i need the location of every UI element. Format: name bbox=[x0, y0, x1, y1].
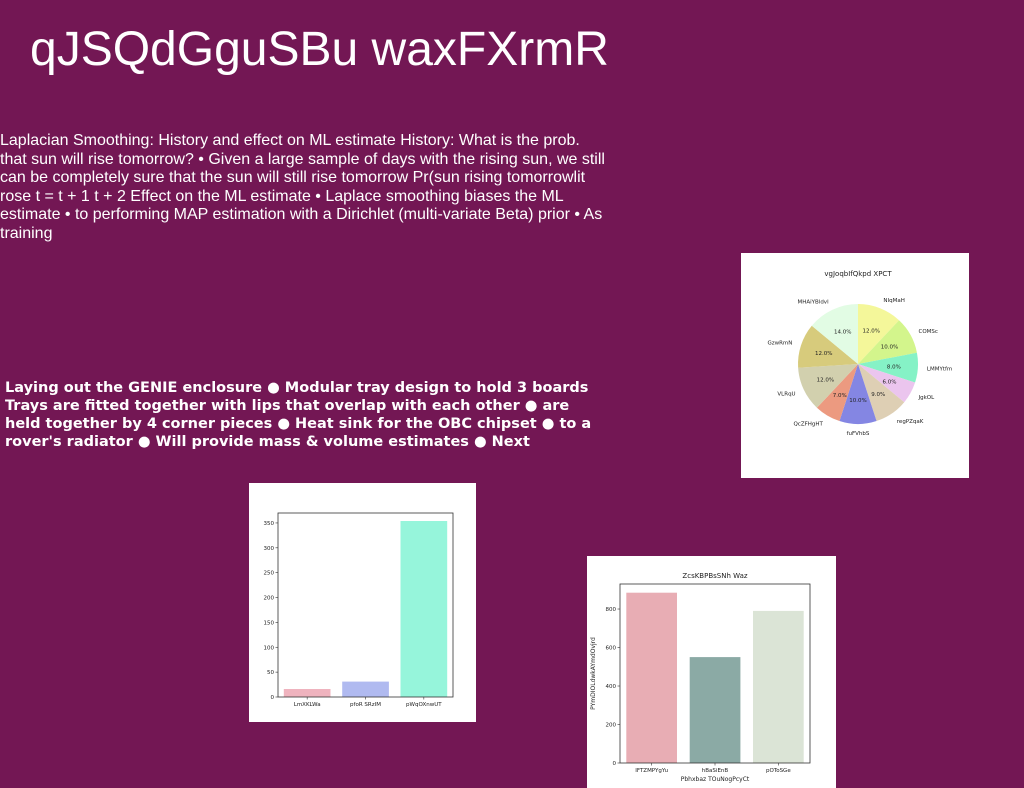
pie-slice-jgkol bbox=[858, 364, 916, 403]
bar-chart-1-y-tick-label: 100 bbox=[264, 645, 275, 651]
bar-chart-1-x-tick-label: pfoR SRzIM bbox=[350, 702, 381, 708]
pie-slice-mhaiybldvl bbox=[811, 304, 858, 364]
pie-slice-gzwrmn bbox=[798, 325, 858, 368]
pie-category-label: regPZqaK bbox=[897, 419, 924, 425]
bar-chart-panel-1: LmXKLWa pfoR SRzIM pWqOXnwUT 0 50 100 150 200 25… bbox=[249, 483, 476, 722]
pie-pct-label: 6.0% bbox=[883, 379, 897, 385]
pie-pct-label: 10.0% bbox=[881, 345, 898, 351]
bar-chart-2-axes-frame bbox=[619, 583, 811, 764]
bar-chart-1-bar-pwqoxnwut bbox=[400, 521, 448, 697]
bar-chart-1-y-tick-label: 300 bbox=[264, 546, 275, 552]
pie-pct-label: 8.0% bbox=[887, 364, 901, 370]
pie-pct-label: 12.0% bbox=[815, 351, 832, 357]
bar-chart-1-y-tick-label: 50 bbox=[267, 670, 274, 676]
bar-chart-2-y-tick-label: 0 bbox=[613, 761, 617, 767]
pie-chart: vgJoqbIfQkpd XPCT 12.0% NIqMaH 10.0% COMSc 8.… bbox=[767, 270, 952, 437]
pie-category-label: fuFVhbS bbox=[847, 431, 870, 437]
bar-chart-2-y-axis-label: PYmDIOLdwkAYmdOvjrd bbox=[590, 637, 597, 710]
pie-category-label: COMSc bbox=[919, 329, 938, 335]
bar-chart-2-y-tick-label: 600 bbox=[606, 646, 617, 652]
pie-pct-label: 10.0% bbox=[849, 398, 866, 404]
pie-title: vgJoqbIfQkpd XPCT bbox=[824, 270, 892, 278]
pie-chart-panel: vgJoqbIfQkpd XPCT 12.0% NIqMaH 10.0% COMSc 8.… bbox=[741, 253, 969, 478]
body-paragraph: Laplacian Smoothing: History and effect … bbox=[0, 132, 605, 242]
pie-pct-label: 12.0% bbox=[863, 329, 880, 335]
pie-category-label: LMMYtfm bbox=[927, 366, 952, 372]
bar-chart-2-x-tick-label: pOToSGe bbox=[766, 768, 791, 774]
pie-category-label: GzwRmN bbox=[767, 341, 792, 347]
bar-chart-1-axes-frame bbox=[277, 512, 454, 698]
bar-chart-1-y-tick-label: 200 bbox=[264, 596, 275, 602]
slide-title: qJSQdGguSBu waxFXrmR bbox=[30, 23, 609, 76]
bar-chart-2-y-tick-label: 200 bbox=[606, 723, 617, 729]
pie-slice-comsc bbox=[858, 320, 917, 364]
bar-chart-2-title: ZcsKBPBsSNh Waz bbox=[682, 572, 747, 580]
bar-chart-1: LmXKLWa pfoR SRzIM pWqOXnwUT 0 50 100 150 200 25… bbox=[264, 512, 454, 708]
bar-chart-2-bar-hbasienb bbox=[689, 657, 741, 763]
bar-chart-1-bar-lmxklwa bbox=[283, 689, 331, 697]
pie-slice-lmmytfm bbox=[858, 352, 918, 383]
bar-chart-2-y-tick-label: 400 bbox=[606, 684, 617, 690]
bar-chart-panel-2: ZcsKBPBsSNh Waz IFTZMPYgYu hBaSiEnB pOToSGe… bbox=[587, 556, 836, 788]
pie-slice-qczfhght bbox=[816, 364, 858, 422]
bar-chart-2-bar-iftzmpygyu bbox=[626, 592, 677, 763]
bar-chart-2-x-axis-label: Pbhxbaz TOuNogPcyCt bbox=[681, 776, 750, 783]
bar-chart-1-y-tick-label: 0 bbox=[271, 695, 275, 701]
bar-chart-2-x-tick-label: hBaSiEnB bbox=[702, 768, 729, 774]
bullet-paragraph: Laying out the GENIE enclosure ● Modular… bbox=[5, 380, 592, 450]
bar-chart-1-x-tick-label: LmXKLWa bbox=[294, 702, 321, 708]
pie-category-label: QcZFHgHT bbox=[793, 421, 823, 427]
pie-slice-niqmah bbox=[858, 304, 900, 364]
bar-chart-2-bar-potosge bbox=[753, 610, 804, 763]
pie-pct-label: 7.0% bbox=[833, 393, 847, 399]
pie-slice-regpzqak bbox=[858, 364, 905, 422]
pie-category-label: NIqMaH bbox=[883, 298, 904, 304]
pie-category-label: MHAiYBldvl bbox=[797, 300, 829, 306]
pie-pct-label: 9.0% bbox=[871, 392, 885, 398]
bar-chart-1-bar-pfor-srzim bbox=[342, 681, 389, 697]
bar-chart-2-y-tick-label: 800 bbox=[606, 607, 617, 613]
bar-chart-2: ZcsKBPBsSNh Waz IFTZMPYgYu hBaSiEnB pOToSGe… bbox=[590, 572, 811, 783]
bar-chart-1-y-tick-label: 350 bbox=[264, 521, 275, 527]
pie-slice-fufvhbs bbox=[839, 364, 877, 424]
pie-slice-vlrqu bbox=[798, 364, 858, 408]
bar-chart-1-y-tick-label: 250 bbox=[264, 571, 275, 577]
bar-chart-2-x-tick-label: IFTZMPYgYu bbox=[635, 768, 668, 774]
bar-chart-1-x-tick-label: pWqOXnwUT bbox=[406, 702, 442, 708]
pie-category-label: JgkOL bbox=[918, 395, 936, 401]
bar-chart-1-y-tick-label: 150 bbox=[264, 620, 275, 626]
pie-pct-label: 12.0% bbox=[817, 377, 834, 383]
pie-pct-label: 14.0% bbox=[834, 329, 851, 335]
pie-category-label: VLRqU bbox=[777, 391, 795, 397]
